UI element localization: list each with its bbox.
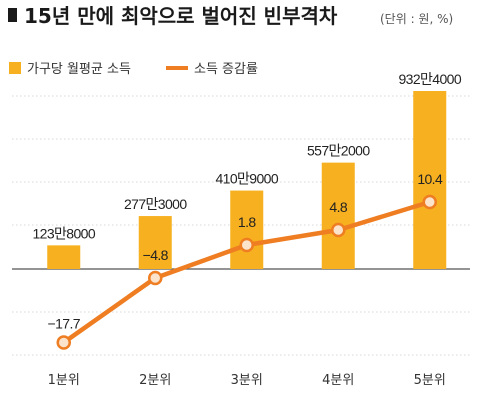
- line-series: [56, 194, 437, 350]
- bar-value-label: 557만2000: [307, 143, 370, 159]
- bar-value-label: 277만3000: [124, 196, 187, 212]
- legend-line-label: 소득 증감률: [194, 62, 258, 77]
- x-tick-label: 3분위: [231, 373, 263, 388]
- bar-value-label: 123만8000: [32, 225, 95, 241]
- bar-series: [47, 91, 447, 269]
- line-point: [331, 222, 346, 238]
- line-value-label: 1.8: [238, 214, 256, 230]
- legend-bar-label: 가구당 월평균 소득: [27, 62, 131, 77]
- x-tick-label: 2분위: [139, 373, 171, 388]
- title-bullet: [8, 8, 17, 22]
- line-point: [422, 194, 437, 210]
- x-axis-ticks: 1분위 2분위 3분위 4분위 5분위: [48, 373, 446, 388]
- bar: [413, 91, 447, 269]
- bar-value-label: 932만4000: [398, 71, 461, 87]
- line-point: [239, 237, 254, 253]
- line-value-label: 10.4: [417, 171, 443, 187]
- line-value-label: −4.8: [143, 247, 169, 263]
- chart-subtitle: (단위 : 원, %): [380, 12, 453, 26]
- line-point: [56, 335, 71, 350]
- x-tick-label: 4분위: [322, 373, 354, 388]
- legend-bar-swatch: [9, 62, 21, 74]
- bar: [138, 216, 172, 269]
- line-point: [148, 270, 163, 286]
- bar: [321, 162, 355, 269]
- data-labels: 123만8000 277만3000 410만9000 557만2000 932만4000…: [32, 71, 462, 332]
- bar: [230, 190, 264, 269]
- bar-value-label: 410만9000: [215, 171, 278, 187]
- x-tick-label: 5분위: [414, 373, 446, 388]
- x-tick-label: 1분위: [48, 373, 80, 388]
- line-value-label: 4.8: [329, 199, 347, 215]
- line-value-label: −17.7: [48, 316, 81, 332]
- bar: [47, 245, 81, 269]
- chart-title: 15년 만에 최악으로 벌어진 빈부격차: [24, 4, 338, 28]
